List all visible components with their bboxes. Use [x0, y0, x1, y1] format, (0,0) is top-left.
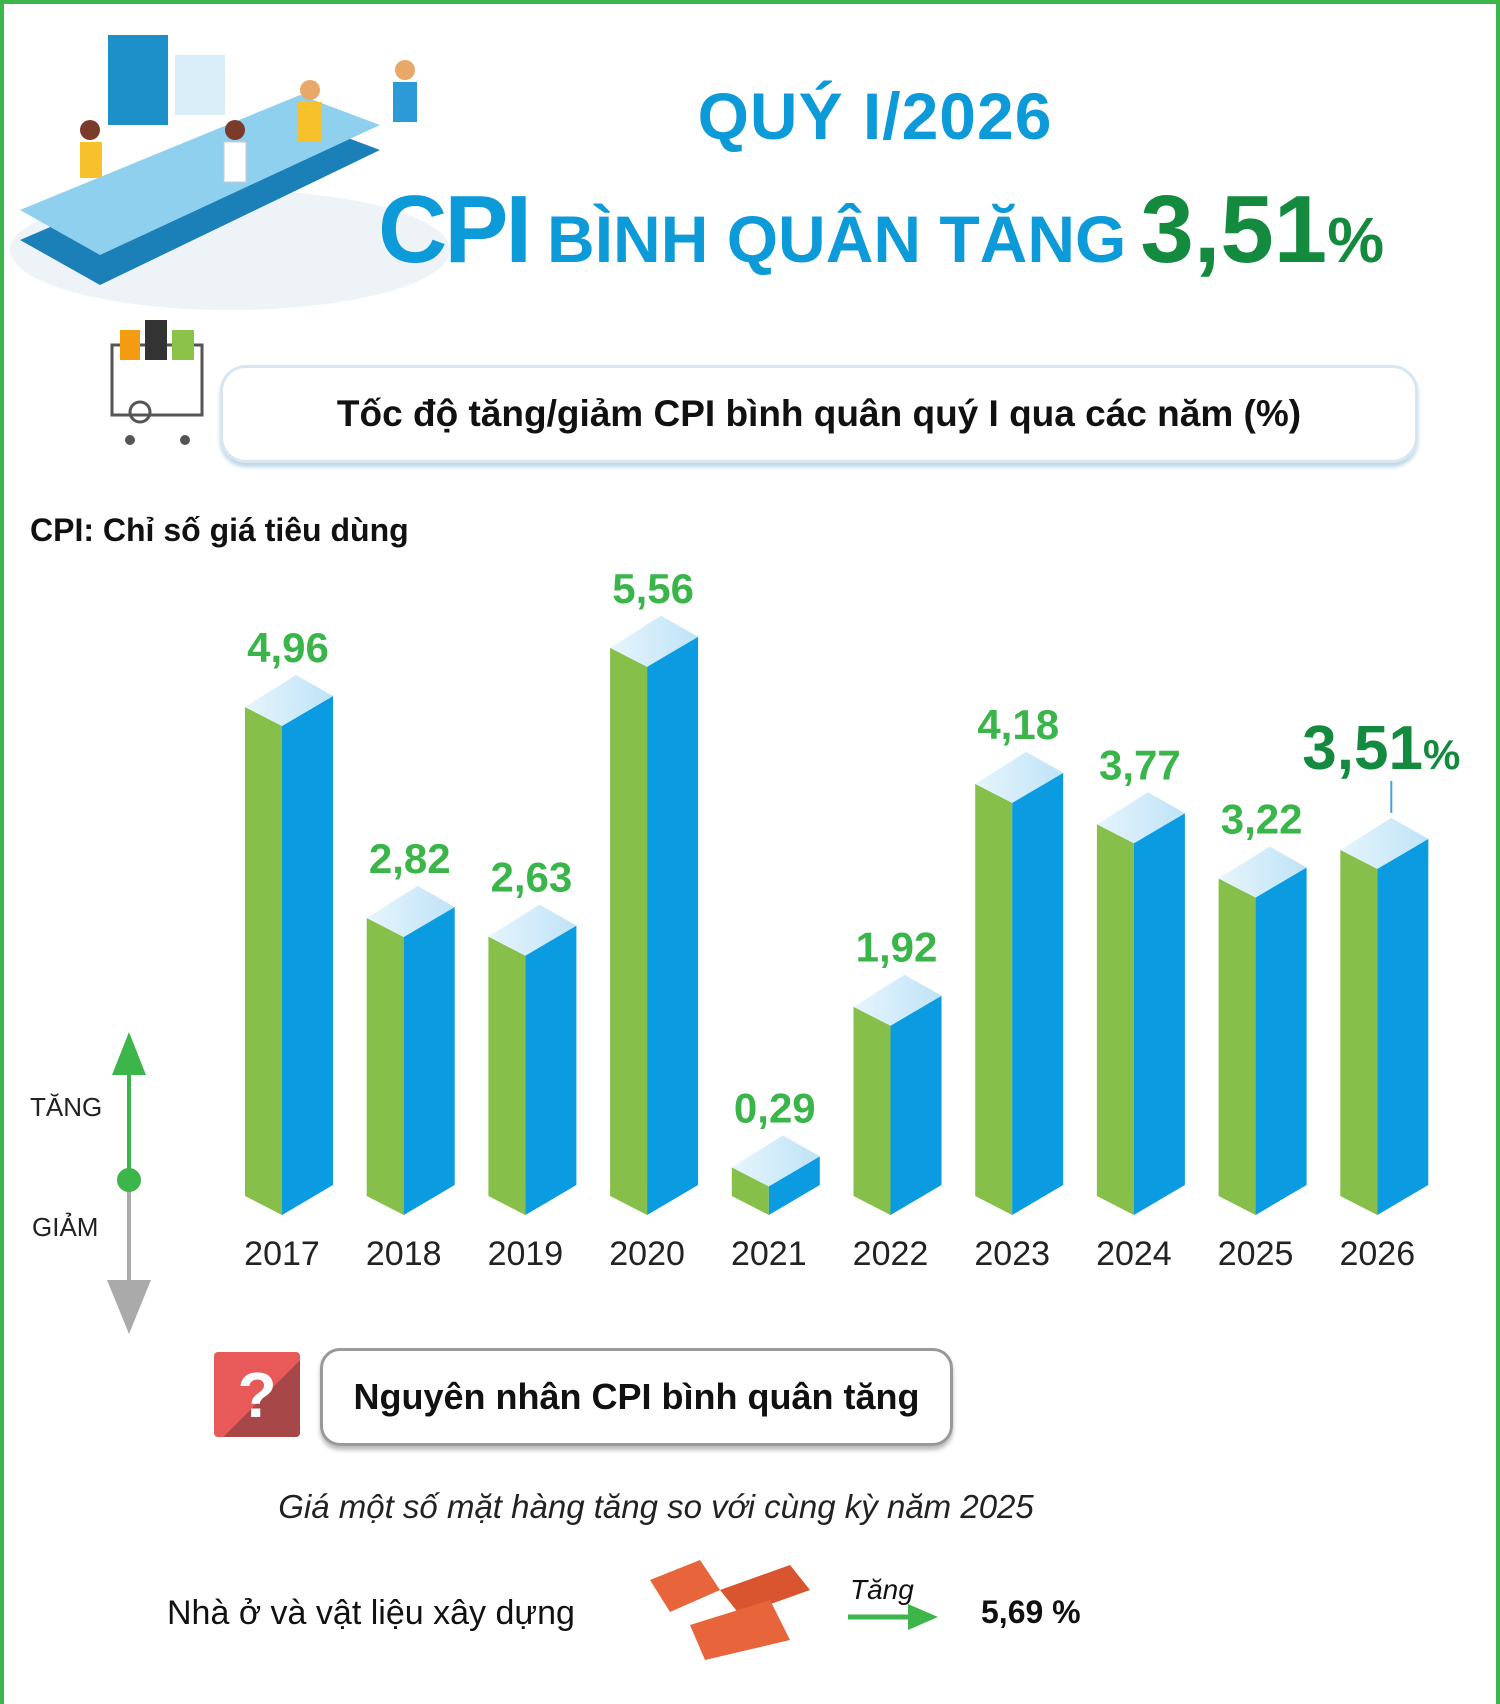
chart-subtitle: Tốc độ tăng/giảm CPI bình quân quý I qua… [336, 393, 1302, 434]
bar-right-face [768, 1156, 820, 1215]
data-label: 3,22 [1221, 796, 1303, 843]
green-arrow-icon [848, 1604, 938, 1630]
bar-2018 [366, 885, 455, 1215]
x-tick-label: 2018 [366, 1235, 442, 1273]
bar-left-face [366, 917, 404, 1215]
bar-right-face [403, 906, 455, 1215]
bar-left-face [1218, 878, 1256, 1215]
headline-cpi: CPI [378, 176, 532, 283]
x-tick-label: 2021 [731, 1235, 807, 1273]
reasons-intro: Giá một số mặt hàng tăng so với cùng kỳ … [278, 1488, 1034, 1525]
data-label: 2,63 [491, 854, 573, 901]
shopping-cart-icon [110, 320, 204, 445]
x-tick-label: 2025 [1218, 1235, 1294, 1273]
bar-left-face [488, 936, 526, 1215]
bar-right-face [525, 925, 577, 1215]
x-tick-label: 2026 [1339, 1235, 1415, 1273]
bar-2021 [731, 1135, 820, 1215]
chart-subtitle-box: Tốc độ tăng/giảm CPI bình quân quý I qua… [220, 365, 1418, 463]
bar-top-face [1340, 817, 1429, 869]
bar-right-face [1377, 838, 1429, 1215]
bar-2023 [975, 751, 1064, 1215]
bar-right-face [1012, 772, 1064, 1215]
bar-top-face [366, 885, 455, 937]
bar-top-face [245, 674, 333, 726]
data-label: 5,56 [612, 565, 694, 612]
direction-indicator [107, 1032, 151, 1334]
bar-right-face [647, 636, 699, 1215]
supermarket-illustration [10, 35, 450, 310]
bar-chart: 2017 4,96 2018 2,82 2019 2,63 2020 5,56 2021 0,29… [244, 565, 1460, 1273]
headline: CPI BÌNH QUÂN TĂNG 3,51% [378, 175, 1384, 285]
bar-right-face [1133, 813, 1185, 1215]
bricks-icon [650, 1560, 810, 1660]
bar-2026 [1340, 817, 1429, 1215]
bar-right-face [890, 995, 942, 1215]
x-tick-label: 2023 [974, 1235, 1050, 1273]
bar-left-face [1340, 849, 1378, 1215]
bar-right-face [1255, 867, 1307, 1215]
bar-top-face [610, 615, 699, 667]
bar-right-face [282, 695, 333, 1215]
headline-percent: % [1327, 204, 1385, 276]
item-name: Nhà ở và vật liệu xây dựng [167, 1594, 575, 1632]
bar-left-face [853, 1006, 891, 1215]
x-tick-label: 2024 [1096, 1235, 1172, 1273]
bar-2019 [488, 904, 577, 1215]
item-value: 5,69 % [981, 1594, 1081, 1630]
legend-down-label: GIẢM [32, 1212, 99, 1242]
data-label-suffix: % [1423, 731, 1460, 778]
cpi-note: CPI: Chỉ số giá tiêu dùng [30, 512, 409, 548]
illustration-layer [10, 35, 938, 1660]
bar-2024 [1096, 792, 1185, 1215]
bar-top-face [853, 974, 942, 1026]
data-label: 4,96 [247, 624, 329, 671]
data-label: 4,18 [977, 701, 1059, 748]
x-tick-label: 2017 [244, 1235, 320, 1273]
bar-left-face [1096, 824, 1134, 1215]
x-tick-label: 2022 [853, 1235, 929, 1273]
bar-top-face [731, 1135, 820, 1187]
data-label: 2,82 [369, 835, 451, 882]
data-label: 1,92 [856, 924, 938, 971]
data-label: 3,77 [1099, 741, 1181, 788]
bar-top-face [1218, 846, 1307, 898]
reasons-title: Nguyên nhân CPI bình quân tăng [353, 1376, 920, 1417]
period-title: QUÝ I/2026 [697, 79, 1053, 153]
bar-2022 [853, 974, 942, 1215]
bar-left-face [610, 647, 648, 1215]
x-tick-label: 2019 [488, 1235, 564, 1273]
headline-text: BÌNH QUÂN TĂNG [547, 202, 1127, 276]
bar-top-face [975, 751, 1064, 803]
data-label: 0,29 [734, 1084, 816, 1131]
item-direction: Tăng [850, 1574, 914, 1605]
bar-left-face [245, 706, 282, 1215]
bar-2020 [610, 615, 699, 1215]
x-tick-label: 2020 [609, 1235, 685, 1273]
bar-top-face [488, 904, 577, 956]
headline-value: 3,51 [1140, 176, 1328, 283]
legend-up-label: TĂNG [30, 1092, 103, 1122]
bar-2025 [1218, 846, 1307, 1215]
question-icon: ? [214, 1352, 300, 1437]
bar-top-face [1096, 792, 1185, 844]
bar-2017 [245, 674, 333, 1215]
bar-left-face [975, 783, 1013, 1215]
reasons-title-box: Nguyên nhân CPI bình quân tăng [320, 1348, 953, 1446]
bar-left-face [731, 1167, 769, 1215]
data-label: 3,51% [1302, 714, 1460, 783]
